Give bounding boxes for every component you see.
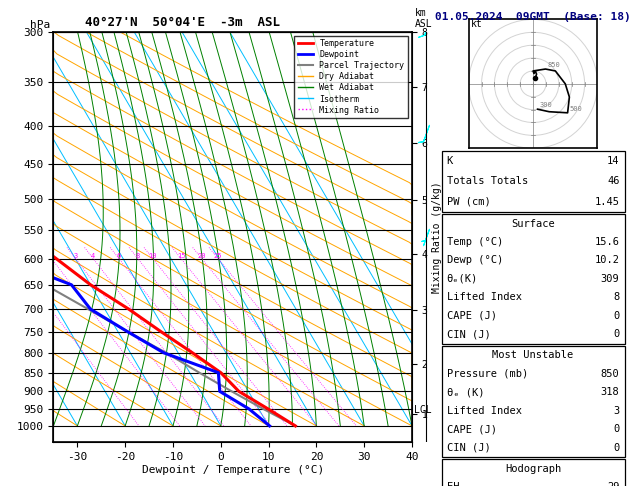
Text: 20: 20	[198, 253, 206, 259]
Text: 8: 8	[136, 253, 140, 259]
Text: 01.05.2024  09GMT  (Base: 18): 01.05.2024 09GMT (Base: 18)	[435, 12, 629, 22]
Text: 318: 318	[601, 387, 620, 397]
Text: Lifted Index: Lifted Index	[447, 293, 521, 302]
Text: CIN (J): CIN (J)	[447, 330, 491, 339]
Text: Surface: Surface	[511, 219, 555, 228]
Text: EH: EH	[447, 482, 459, 486]
Text: Temp (°C): Temp (°C)	[447, 237, 503, 247]
Text: 500: 500	[569, 106, 582, 112]
Text: 25: 25	[214, 253, 222, 259]
Text: Lifted Index: Lifted Index	[447, 406, 521, 416]
Text: 8: 8	[613, 293, 620, 302]
Text: km
ASL: km ASL	[415, 8, 433, 29]
Text: PW (cm): PW (cm)	[447, 197, 491, 207]
Text: 0: 0	[613, 443, 620, 452]
Text: θₑ (K): θₑ (K)	[447, 387, 484, 397]
Text: Most Unstable: Most Unstable	[493, 350, 574, 360]
Text: 10: 10	[148, 253, 157, 259]
Legend: Temperature, Dewpoint, Parcel Trajectory, Dry Adiabat, Wet Adiabat, Isotherm, Mi: Temperature, Dewpoint, Parcel Trajectory…	[294, 36, 408, 118]
Text: CAPE (J): CAPE (J)	[447, 424, 496, 434]
Text: 29: 29	[607, 482, 620, 486]
Text: Mixing Ratio (g/kg): Mixing Ratio (g/kg)	[431, 181, 442, 293]
Text: θₑ(K): θₑ(K)	[447, 274, 478, 284]
Text: Pressure (mb): Pressure (mb)	[447, 369, 528, 379]
Text: 1.45: 1.45	[594, 197, 620, 207]
Text: 4: 4	[91, 253, 95, 259]
Text: 10.2: 10.2	[594, 256, 620, 265]
Text: 300: 300	[540, 102, 552, 108]
X-axis label: Dewpoint / Temperature (°C): Dewpoint / Temperature (°C)	[142, 465, 324, 475]
Text: CIN (J): CIN (J)	[447, 443, 491, 452]
Text: LCL: LCL	[414, 405, 431, 415]
Text: Dewp (°C): Dewp (°C)	[447, 256, 503, 265]
Text: 46: 46	[607, 176, 620, 186]
Text: 850: 850	[601, 369, 620, 379]
Text: © weatheronline.co.uk: © weatheronline.co.uk	[471, 470, 595, 480]
Text: Hodograph: Hodograph	[505, 464, 561, 473]
Text: 0: 0	[613, 424, 620, 434]
Text: 850: 850	[547, 62, 560, 68]
Text: hPa: hPa	[30, 19, 50, 30]
Text: 309: 309	[601, 274, 620, 284]
Text: 0: 0	[613, 311, 620, 321]
Text: K: K	[447, 156, 453, 166]
Text: 15.6: 15.6	[594, 237, 620, 247]
Text: 3: 3	[613, 406, 620, 416]
Text: 3: 3	[74, 253, 77, 259]
Text: 14: 14	[607, 156, 620, 166]
Text: kt: kt	[471, 19, 483, 29]
Text: 40°27'N  50°04'E  -3m  ASL: 40°27'N 50°04'E -3m ASL	[85, 16, 280, 29]
Text: 6: 6	[117, 253, 121, 259]
Text: 15: 15	[177, 253, 186, 259]
Text: 0: 0	[613, 330, 620, 339]
Text: Totals Totals: Totals Totals	[447, 176, 528, 186]
Text: CAPE (J): CAPE (J)	[447, 311, 496, 321]
